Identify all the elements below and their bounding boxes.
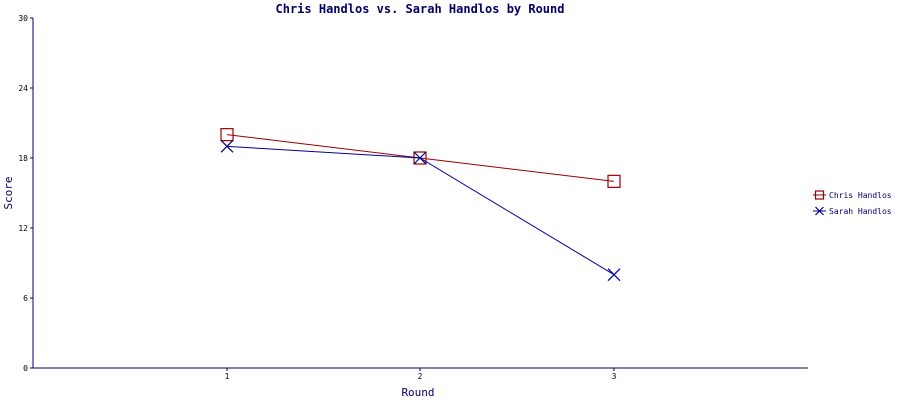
legend-marker — [814, 190, 825, 200]
y-axis-label: Score — [2, 176, 15, 209]
x-ticks: 1 2 3 — [225, 368, 617, 381]
y-tick-label: 6 — [23, 294, 28, 303]
series-layer — [220, 128, 621, 282]
series-line — [226, 145, 615, 276]
legend-item: Chris Handlos — [813, 190, 892, 200]
data-point — [413, 151, 427, 165]
legend-label: Chris Handlos — [829, 191, 892, 200]
x-tick-label: 3 — [612, 372, 617, 381]
y-tick-label: 12 — [18, 224, 28, 233]
legend-label: Sarah Handlos — [829, 207, 892, 216]
y-tick-label: 18 — [18, 154, 28, 163]
series-sarah-handlos — [220, 139, 621, 282]
x-axis-label: Round — [401, 386, 434, 399]
data-point — [607, 174, 621, 188]
data-point — [220, 128, 234, 142]
legend: Chris Handlos Sarah Handlos — [813, 190, 892, 216]
y-tick-label: 24 — [18, 84, 28, 93]
chart-title: Chris Handlos vs. Sarah Handlos by Round — [276, 2, 565, 16]
y-tick-label: 0 — [23, 364, 28, 373]
legend-marker — [815, 206, 824, 216]
data-point — [607, 268, 621, 282]
axes — [32, 18, 808, 369]
y-ticks: 0 6 12 18 24 30 — [18, 14, 33, 373]
x-tick-label: 1 — [225, 372, 230, 381]
x-tick-label: 2 — [418, 372, 423, 381]
data-point — [220, 139, 234, 153]
y-tick-label: 30 — [18, 14, 28, 23]
legend-item: Sarah Handlos — [813, 206, 892, 216]
